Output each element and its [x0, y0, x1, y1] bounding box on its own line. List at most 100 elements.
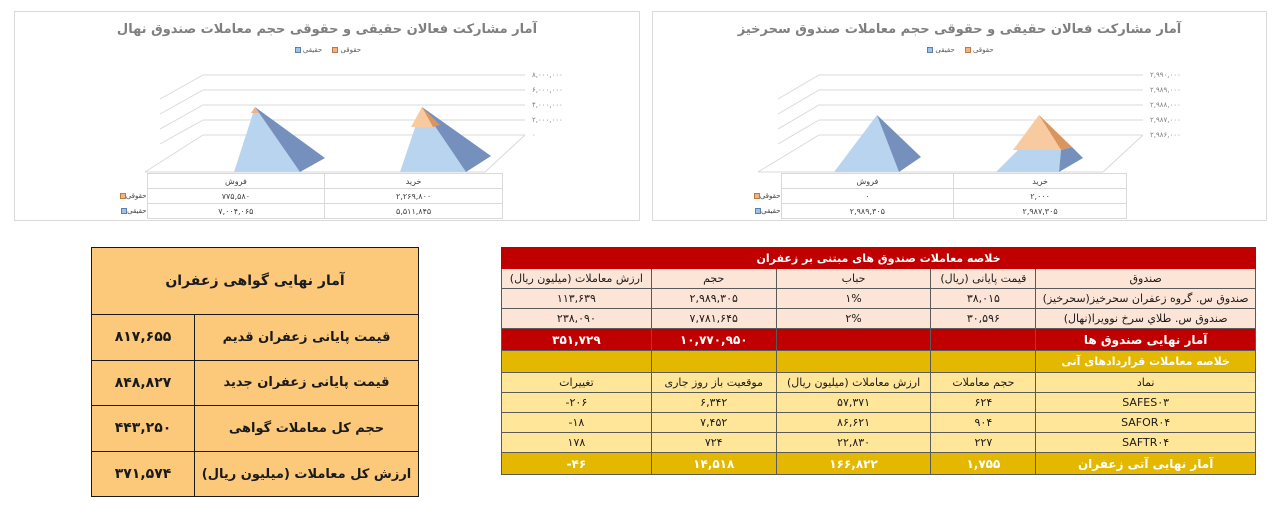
funds-title: خلاصه معاملات صندوق های مبتنی بر زعفران	[501, 247, 1256, 269]
certificate-label: قیمت پایانی زعفران جدید	[194, 360, 418, 405]
futures-open-interest: ۷۲۴	[650, 432, 777, 453]
futures-title: خلاصه معاملات قراردادهای آتی	[1035, 350, 1256, 373]
header-close-price: قیمت پایانی (ریال)	[930, 268, 1037, 289]
header-bubble: حباب	[775, 268, 932, 289]
cell-real-sell: ۲,۹۸۹,۳۰۵	[780, 203, 955, 219]
futures-change: -۲۰۶	[501, 392, 652, 413]
funds-total-label: آمار نهایی صندوق ها	[1035, 328, 1256, 351]
cell-legal-sell: ۰	[780, 188, 955, 204]
funds-header-row: صندوق قیمت پایانی (ریال) حباب حجم ارزش م…	[501, 268, 1256, 289]
futures-symbol: SAFTR۰۴	[1035, 432, 1256, 453]
futures-value: ۵۷,۳۷۱	[775, 392, 932, 413]
futures-symbol: SAFES۰۳	[1035, 392, 1256, 413]
header-trade-value: ارزش معاملات (میلیون ریال)	[775, 372, 932, 393]
futures-volume: ۶۲۴	[930, 392, 1037, 413]
chart-data-table: فروش خرید حقوقی ۷۷۵,۵۸۰ ۲,۲۶۹,۸۰۰ حقیقی …	[103, 173, 503, 219]
ytick: ۲,۹۹۰,۰۰۰	[1150, 71, 1181, 79]
header-symbol: نماد	[1035, 372, 1256, 393]
certificate-row: ارزش کل معاملات (میلیون ریال) ۳۷۱,۵۷۴	[92, 451, 418, 497]
legend-legal-label: حقوقی	[340, 46, 362, 54]
funds-total-volume: ۱۰,۷۷۰,۹۵۰	[650, 328, 777, 351]
chart-saharkhiz: آمار مشارکت فعالان حقیقی و حقوقی حجم معا…	[652, 11, 1267, 221]
futures-change: ۱۷۸	[501, 432, 652, 453]
chart-title: آمار مشارکت فعالان حقیقی و حقوقی حجم معا…	[116, 22, 538, 37]
certificate-value: ۸۴۸,۸۲۷	[114, 374, 172, 391]
fund-name: صندوق س. طلاي سرخ نوويرا(نهال)	[1035, 308, 1256, 329]
certificate-row: قیمت پایانی زعفران قدیم ۸۱۷,۶۵۵	[92, 315, 418, 361]
fund-volume: ۲,۹۸۹,۳۰۵	[650, 288, 777, 309]
ytick: ۲,۹۸۹,۰۰۰	[1150, 86, 1181, 94]
ytick: ۲,۹۸۸,۰۰۰	[1150, 101, 1181, 109]
row-legal: حقوقی	[103, 189, 147, 204]
futures-total-open-interest: ۱۴,۵۱۸	[650, 452, 777, 475]
chart-nahal: آمار مشارکت فعالان حقیقی و حقوقی حجم معا…	[14, 11, 640, 221]
col-buy: خرید	[953, 173, 1127, 189]
cell-real-buy: ۵,۵۱۱,۸۴۵	[324, 203, 503, 219]
table-row: SAFES۰۳ ۶۲۴ ۵۷,۳۷۱ ۶,۳۴۲ -۲۰۶	[501, 392, 1256, 413]
fund-name: صندوق س. گروه زعفران سحرخیز(سحرخیز)	[1035, 288, 1256, 309]
legend-legal-label: حقوقی	[972, 46, 994, 54]
certificate-title: آمار نهایی گواهی زعفران	[92, 248, 418, 315]
chart-title: آمار مشارکت فعالان حقیقی و حقوقی حجم معا…	[737, 22, 1182, 37]
table-row: صندوق س. طلاي سرخ نوويرا(نهال) ۳۰,۵۹۶ ۲%…	[501, 308, 1256, 329]
header-open-interest: موقعیت باز روز جاری	[650, 372, 777, 393]
futures-total-change: -۴۶	[501, 452, 652, 475]
table-row: SAFOR۰۴ ۹۰۴ ۸۶,۶۲۱ ۷,۴۵۲ -۱۸	[501, 412, 1256, 433]
futures-symbol: SAFOR۰۴	[1035, 412, 1256, 433]
certificate-row: قیمت پایانی زعفران جدید ۸۴۸,۸۲۷	[92, 360, 418, 406]
futures-value: ۸۶,۶۲۱	[775, 412, 932, 433]
futures-header-row: نماد حجم معاملات ارزش معاملات (میلیون ری…	[501, 372, 1256, 393]
saffron-funds-table: خلاصه معاملات صندوق های مبتنی بر زعفران …	[501, 247, 1256, 475]
header-fund: صندوق	[1035, 268, 1256, 289]
cell-legal-buy: ۲,۰۰۰	[953, 188, 1127, 204]
fund-value: ۱۱۳,۶۳۹	[501, 288, 652, 309]
fund-bubble: ۱%	[775, 288, 932, 309]
ytick: ۲,۹۸۷,۰۰۰	[1150, 116, 1181, 124]
ytick: ۴,۰۰۰,۰۰۰	[532, 101, 563, 109]
certificate-value: ۴۴۳,۲۵۰	[114, 420, 172, 437]
header-change: تغییرات	[501, 372, 652, 393]
futures-total-row: آمار نهایی آتی زعفران ۱,۷۵۵ ۱۶۶,۸۲۲ ۱۴,۵…	[501, 452, 1256, 475]
futures-total-volume: ۱,۷۵۵	[930, 452, 1037, 475]
certificate-label: ارزش کل معاملات (میلیون ریال)	[194, 451, 418, 497]
futures-title-row: خلاصه معاملات قراردادهای آتی	[501, 350, 1256, 373]
legend-real-label: حقیقی	[302, 46, 323, 54]
futures-total-value: ۱۶۶,۸۲۲	[775, 452, 932, 475]
saffron-certificate-summary: آمار نهایی گواهی زعفران قیمت پایانی زعفر…	[91, 247, 419, 497]
certificate-row: حجم کل معاملات گواهی ۴۴۳,۲۵۰	[92, 406, 418, 452]
table-row: صندوق س. گروه زعفران سحرخیز(سحرخیز) ۳۸,۰…	[501, 288, 1256, 309]
row-real: حقیقی	[737, 204, 781, 219]
cell-real-sell: ۷,۰۰۴,۰۶۵	[146, 203, 326, 219]
chart-data-table: فروش خرید حقوقی ۰ ۲,۰۰۰ حقیقی ۲,۹۸۹,۳۰۵ …	[737, 173, 1127, 219]
pyramid-plot	[757, 74, 1144, 173]
futures-volume: ۹۰۴	[930, 412, 1037, 433]
legend-real-label: حقیقی	[935, 46, 955, 54]
ytick: ۰	[532, 131, 536, 139]
col-sell: فروش	[146, 173, 326, 189]
certificate-value: ۸۱۷,۶۵۵	[114, 329, 172, 346]
futures-volume: ۲۲۷	[930, 432, 1037, 453]
row-real: حقیقی	[103, 204, 147, 219]
ytick: ۸,۰۰۰,۰۰۰	[532, 71, 563, 79]
futures-change: -۱۸	[501, 412, 652, 433]
fund-volume: ۷,۷۸۱,۶۴۵	[650, 308, 777, 329]
chart-legend: حقوقی حقیقی	[653, 46, 1266, 54]
futures-total-label: آمار نهایی آتی زعفران	[1035, 452, 1256, 475]
certificate-value: ۳۷۱,۵۷۴	[114, 466, 172, 483]
certificate-label: حجم کل معاملات گواهی	[194, 406, 418, 451]
futures-value: ۲۲,۸۳۰	[775, 432, 932, 453]
legend-swatch-real	[294, 47, 301, 53]
col-buy: خرید	[324, 173, 503, 189]
header-value: ارزش معاملات (میلیون ریال)	[501, 268, 652, 289]
cell-legal-sell: ۷۷۵,۵۸۰	[146, 188, 326, 204]
cell-legal-buy: ۲,۲۶۹,۸۰۰	[324, 188, 503, 204]
table-row: SAFTR۰۴ ۲۲۷ ۲۲,۸۳۰ ۷۲۴ ۱۷۸	[501, 432, 1256, 453]
chart-legend: حقوقی حقیقی	[15, 46, 639, 54]
legend-swatch-legal	[332, 47, 339, 53]
ytick: ۲,۰۰۰,۰۰۰	[532, 116, 563, 124]
fund-value: ۲۳۸,۰۹۰	[501, 308, 652, 329]
fund-close-price: ۳۸,۰۱۵	[930, 288, 1037, 309]
certificate-label: قیمت پایانی زعفران قدیم	[194, 315, 418, 360]
header-volume: حجم	[650, 268, 777, 289]
legend-swatch-real	[927, 47, 934, 53]
